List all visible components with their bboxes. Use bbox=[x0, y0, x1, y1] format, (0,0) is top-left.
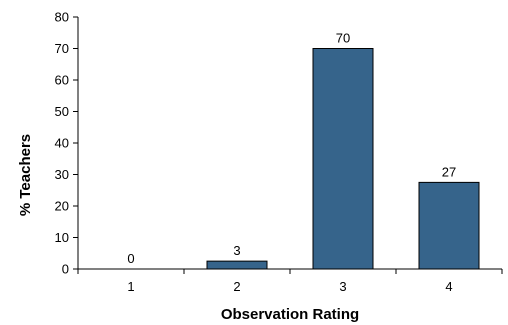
data-labels: 0 3 70 27 bbox=[127, 31, 456, 267]
y-tick-label: 80 bbox=[55, 10, 69, 25]
y-axis: 0 10 20 30 40 50 60 70 80 bbox=[55, 10, 78, 277]
x-axis-title: Observation Rating bbox=[221, 306, 359, 323]
x-tick-label: 4 bbox=[445, 279, 452, 294]
x-tick-label: 2 bbox=[233, 279, 240, 294]
y-axis-title: % Teachers bbox=[17, 134, 34, 216]
y-tick-label: 70 bbox=[55, 41, 69, 56]
y-tick-label: 30 bbox=[55, 167, 69, 182]
y-tick-label: 10 bbox=[55, 230, 69, 245]
y-tick-label: 20 bbox=[55, 199, 69, 214]
data-label-1: 0 bbox=[127, 251, 134, 266]
data-label-3: 70 bbox=[336, 31, 350, 46]
x-axis: 1 2 3 4 bbox=[78, 269, 502, 294]
bar-2 bbox=[207, 261, 267, 269]
y-tick-label: 60 bbox=[55, 73, 69, 88]
x-tick-label: 3 bbox=[339, 279, 346, 294]
y-tick-label: 40 bbox=[55, 136, 69, 151]
bars bbox=[207, 49, 479, 270]
bar-3 bbox=[313, 49, 373, 270]
bar-4 bbox=[419, 182, 479, 269]
y-tick-label: 0 bbox=[62, 262, 69, 277]
data-label-4: 27 bbox=[442, 164, 456, 179]
x-tick-label: 1 bbox=[127, 279, 134, 294]
y-tick-label: 50 bbox=[55, 104, 69, 119]
data-label-2: 3 bbox=[233, 243, 240, 258]
